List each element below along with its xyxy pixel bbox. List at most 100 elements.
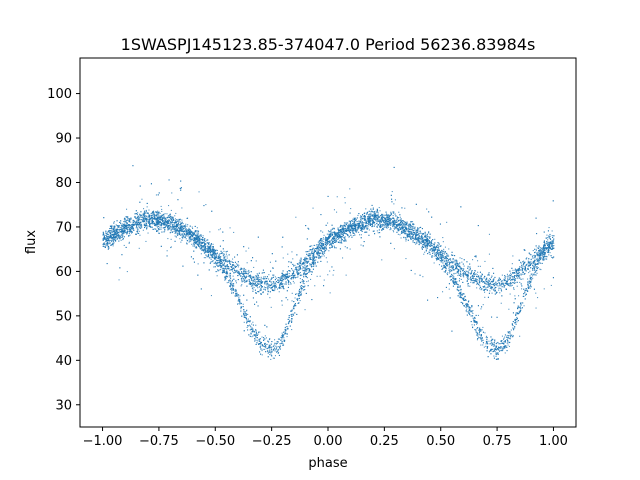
scatter-point: [449, 265, 451, 267]
scatter-point: [214, 262, 216, 264]
scatter-point: [499, 292, 501, 294]
scatter-point: [408, 225, 410, 227]
scatter-point: [358, 231, 360, 233]
scatter-point: [543, 258, 545, 260]
scatter-point: [223, 250, 225, 252]
scatter-point: [484, 260, 486, 262]
scatter-point: [534, 268, 536, 270]
scatter-point: [526, 289, 528, 291]
scatter-point: [441, 255, 443, 257]
scatter-point: [446, 221, 448, 223]
scatter-point: [321, 255, 323, 257]
scatter-point: [293, 274, 295, 276]
scatter-point: [314, 263, 316, 265]
scatter-point: [288, 273, 290, 275]
scatter-point: [348, 236, 350, 238]
scatter-point: [262, 348, 264, 350]
scatter-point: [491, 348, 493, 350]
scatter-point: [304, 271, 306, 273]
scatter-point: [285, 283, 287, 285]
scatter-point: [412, 239, 414, 241]
scatter-point: [491, 342, 493, 344]
scatter-point: [299, 278, 301, 280]
scatter-point: [490, 281, 492, 283]
scatter-point: [355, 218, 357, 220]
scatter-point: [326, 244, 328, 246]
scatter-point: [252, 330, 254, 332]
scatter-point: [498, 289, 500, 291]
scatter-point: [341, 242, 343, 244]
scatter-point: [108, 240, 110, 242]
scatter-point: [272, 357, 274, 359]
scatter-point: [182, 227, 184, 229]
scatter-point: [467, 277, 469, 279]
scatter-point: [376, 223, 378, 225]
scatter-point: [170, 221, 172, 223]
scatter-point: [145, 209, 147, 211]
scatter-point: [142, 217, 144, 219]
scatter-point: [365, 221, 367, 223]
scatter-point: [136, 213, 138, 215]
scatter-point: [291, 313, 293, 315]
scatter-point: [196, 232, 198, 234]
scatter-point: [426, 248, 428, 250]
scatter-point: [136, 224, 138, 226]
scatter-point: [311, 252, 313, 254]
scatter-point: [457, 272, 459, 274]
scatter-point: [303, 259, 305, 261]
scatter-point: [121, 236, 123, 238]
scatter-point: [477, 265, 479, 267]
scatter-point: [264, 280, 266, 282]
scatter-point: [535, 266, 537, 268]
scatter-point: [161, 215, 163, 217]
scatter-point: [344, 197, 346, 199]
scatter-point: [208, 242, 210, 244]
scatter-point: [353, 217, 355, 219]
scatter-point: [220, 268, 222, 270]
scatter-point: [115, 232, 117, 234]
scatter-point: [374, 224, 376, 226]
scatter-point: [518, 295, 520, 297]
scatter-point: [268, 274, 270, 276]
scatter-point: [499, 282, 501, 284]
scatter-point: [333, 269, 335, 271]
scatter-point: [185, 238, 187, 240]
scatter-point: [113, 230, 115, 232]
scatter-point: [280, 279, 282, 281]
scatter-point: [553, 238, 555, 240]
scatter-point: [550, 238, 552, 240]
scatter-point: [113, 221, 115, 223]
scatter-point: [245, 270, 247, 272]
scatter-point: [392, 220, 394, 222]
scatter-point: [171, 218, 173, 220]
scatter-point: [496, 342, 498, 344]
scatter-point: [481, 273, 483, 275]
scatter-point: [197, 263, 199, 265]
scatter-point: [534, 270, 536, 272]
scatter-point: [190, 230, 192, 232]
scatter-point: [167, 226, 169, 228]
scatter-point: [548, 235, 550, 237]
scatter-point: [224, 259, 226, 261]
scatter-point: [183, 235, 185, 237]
scatter-point: [503, 338, 505, 340]
scatter-point: [198, 242, 200, 244]
scatter-point: [144, 212, 146, 214]
scatter-point: [283, 337, 285, 339]
scatter-point: [213, 262, 215, 264]
scatter-point: [224, 266, 226, 268]
scatter-point: [520, 274, 522, 276]
scatter-point: [517, 268, 519, 270]
scatter-point: [403, 231, 405, 233]
scatter-point: [202, 242, 204, 244]
scatter-point: [182, 234, 184, 236]
scatter-point: [451, 254, 453, 256]
scatter-point: [138, 225, 140, 227]
scatter-point: [178, 221, 180, 223]
scatter-point: [269, 346, 271, 348]
scatter-point: [116, 233, 118, 235]
scatter-point: [270, 358, 272, 360]
scatter-point: [536, 251, 538, 253]
scatter-point: [130, 218, 132, 220]
